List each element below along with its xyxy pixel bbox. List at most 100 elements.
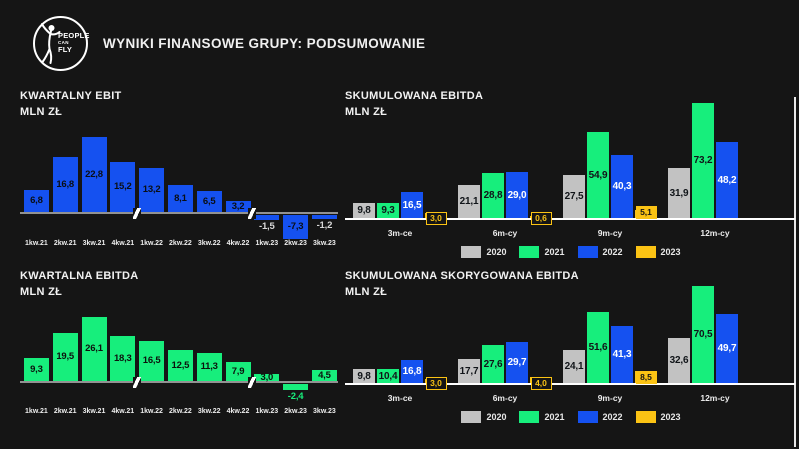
bar-4kw.21 (110, 336, 136, 381)
bar-2022-9m-cy (611, 326, 633, 383)
bar-value-label: 40,3 (612, 181, 632, 192)
x-tick-label: 6m-cy (492, 393, 518, 403)
legend: 2020 2021 2022 2023 (345, 411, 797, 423)
bar-value-label: 18,3 (113, 352, 132, 364)
legend-label: 2023 (660, 412, 681, 422)
value-callout: 0,6 (530, 212, 552, 225)
bar-value-label: -2,4 (287, 391, 304, 402)
legend-item: 2022 (577, 411, 623, 423)
x-tick-label: 3kw.21 (82, 408, 106, 415)
bar-2022-9m-cy (611, 155, 633, 218)
bar-value-label: 54,9 (588, 169, 608, 181)
value-callout: 8,5 (635, 371, 657, 384)
legend-item: 2023 (635, 246, 681, 258)
bar-value-label: 3,0 (260, 371, 274, 383)
x-tick-label: 1kw.22 (140, 240, 163, 247)
bar-3kw.22 (196, 191, 222, 212)
bar-2022-12m-cy (716, 142, 738, 218)
x-tick-label: 4kw.22 (226, 240, 250, 247)
bar-value-label: 48,2 (717, 174, 737, 186)
x-tick-label: 12m-cy (700, 393, 730, 403)
bar-2021-6m-cy (482, 173, 504, 218)
bar-2022-3m-ce (401, 360, 423, 383)
x-tick-label: 1kw.21 (25, 408, 48, 415)
chart-skumulowana-ebitda: SKUMULOWANA EBITDA MLN ZŁ 9,8 9,3 16,5 3,0 3… (345, 88, 797, 264)
legend-swatch-2023 (635, 411, 656, 423)
bar-2020-6m-cy (458, 359, 480, 383)
axis-break-icon (248, 207, 257, 219)
bar-2kw.22 (167, 185, 193, 212)
chart-unit: MLN ZŁ (345, 286, 388, 298)
bar-2021-3m-ce (377, 203, 399, 218)
bar-3kw.21 (81, 317, 107, 381)
legend-swatch-2020 (461, 411, 482, 423)
bar-value-label: 15,2 (113, 181, 132, 192)
bar-value-label: 22,8 (85, 168, 103, 180)
bar-2021-3m-ce (377, 369, 399, 383)
bar-2kw.23 (283, 384, 309, 390)
bar-2020-9m-cy (563, 175, 585, 218)
bar-2022-6m-cy (506, 342, 528, 383)
bar-2021-9m-cy (587, 132, 609, 218)
x-tick-label: 2kw.23 (284, 408, 307, 415)
x-axis (345, 218, 795, 220)
page-title: WYNIKI FINANSOWE GRUPY: PODSUMOWANIE (103, 36, 426, 51)
legend-label: 2023 (660, 247, 681, 257)
bar-value-label: 16,5 (402, 199, 422, 211)
legend-swatch-2022 (577, 411, 598, 423)
plot-area: 9,3 1kw.21 19,5 2kw.21 26,1 3kw.21 18,3 4kw.21 1… (20, 268, 350, 446)
bar-3kw.23 (311, 215, 337, 219)
bar-2kw.21 (52, 333, 78, 381)
bar-1kw.21 (23, 190, 49, 212)
bar-value-label: 70,5 (693, 329, 713, 340)
chart-unit: MLN ZŁ (20, 286, 63, 298)
x-tick-label: 1kw.21 (25, 240, 48, 247)
bar-value-label: 11,3 (200, 361, 218, 372)
legend-item: 2021 (519, 411, 565, 423)
bar-value-label: 16,8 (402, 366, 422, 377)
slide-edge-line (794, 97, 796, 447)
bar-1kw.23 (254, 374, 280, 381)
bar-value-label: 19,5 (56, 351, 75, 362)
bar-2020-12m-cy (668, 338, 690, 383)
logo-text: PEOPLE CAN FLY (58, 32, 90, 54)
bar-value-label: 10,4 (378, 370, 398, 382)
legend-item: 2020 (461, 411, 506, 423)
bar-2021-12m-cy (692, 286, 714, 383)
bar-value-label: 16,8 (56, 178, 75, 190)
bar-value-label: 51,6 (588, 342, 608, 353)
chart-title: KWARTALNA EBITDA (20, 270, 139, 282)
bar-value-label: 49,7 (717, 343, 737, 354)
axis-break-icon (133, 207, 142, 219)
legend-swatch-2022 (577, 246, 598, 258)
bar-3kw.22 (196, 353, 222, 381)
bar-value-label: -7,3 (287, 221, 304, 232)
bar-value-label: 7,9 (231, 365, 245, 377)
x-tick-label: 6m-cy (492, 228, 518, 238)
bar-value-label: 6,5 (202, 195, 216, 207)
bar-value-label: 31,9 (669, 187, 689, 199)
x-tick-label: 9m-cy (597, 228, 623, 238)
bar-4kw.21 (110, 162, 136, 212)
x-tick-label: 2kw.22 (169, 408, 192, 415)
bar-value-label: 12,5 (171, 359, 190, 371)
chart-title: SKUMULOWANA EBITDA (345, 90, 484, 102)
bar-2021-6m-cy (482, 345, 504, 383)
bar-value-label: 32,6 (669, 355, 689, 366)
bar-value-label: 29,7 (507, 357, 527, 368)
bar-value-label: 3,2 (231, 200, 245, 212)
x-tick-label: 1kw.23 (255, 408, 279, 415)
legend-item: 2021 (519, 246, 565, 258)
bar-2020-3m-ce (353, 203, 375, 218)
chart-kwartalna-ebitda: KWARTALNA EBITDA MLN ZŁ 9,3 1kw.21 19,5 2kw… (20, 268, 350, 446)
x-tick-label: 3kw.21 (82, 240, 106, 247)
x-tick-label: 4kw.21 (111, 408, 135, 415)
legend-swatch-2021 (519, 411, 540, 423)
chart-unit: MLN ZŁ (345, 106, 388, 118)
logo-line3: FLY (58, 45, 73, 54)
chart-title: SKUMULOWANA SKORYGOWANA EBITDA (345, 270, 579, 282)
x-tick-label: 2kw.21 (53, 408, 77, 415)
x-axis (345, 383, 795, 385)
bar-value-label: 16,5 (142, 355, 161, 366)
